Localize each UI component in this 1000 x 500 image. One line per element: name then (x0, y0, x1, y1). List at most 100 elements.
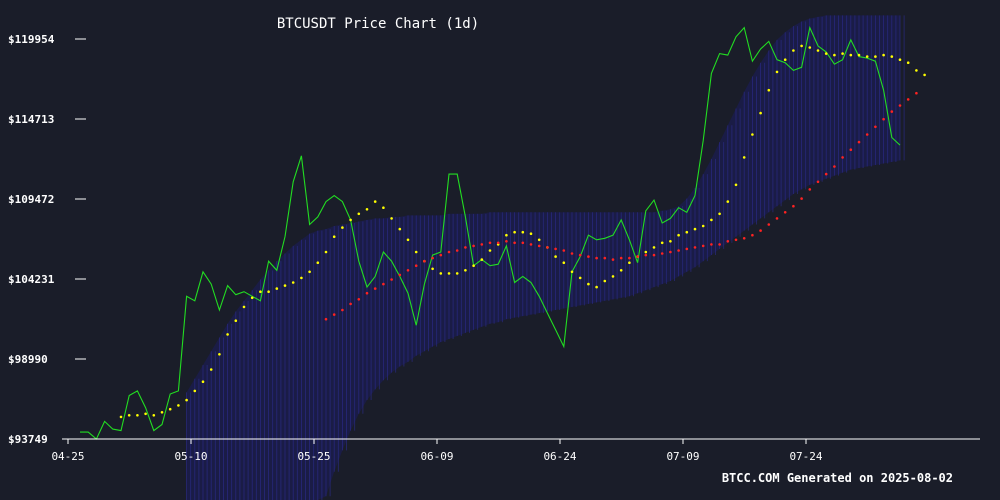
short-ma-dot (316, 261, 320, 265)
short-ma-dot (603, 279, 607, 283)
long-ma-dot (341, 308, 344, 312)
short-ma-dot (218, 353, 221, 356)
short-ma-dot (447, 272, 451, 275)
short-ma-dot (267, 290, 270, 294)
long-ma-dot (365, 291, 369, 295)
series-layer (80, 25, 926, 440)
short-ma-dot (742, 156, 746, 159)
short-ma-dot (529, 232, 533, 235)
bollinger-band (186, 15, 905, 500)
long-ma-dot (546, 246, 549, 249)
long-ma-dot (611, 258, 615, 261)
long-ma-dot (734, 238, 738, 242)
short-ma-dot (513, 230, 516, 234)
short-ma-dot (824, 52, 828, 55)
long-ma-dot (808, 188, 812, 191)
short-ma-dot (619, 269, 623, 272)
short-ma-dot (480, 258, 484, 261)
long-ma-dot (513, 241, 516, 245)
long-ma-dot (505, 240, 508, 243)
long-ma-dot (373, 287, 377, 290)
short-ma-dot (906, 61, 910, 64)
short-ma-dot (209, 368, 213, 371)
short-ma-dot (472, 264, 475, 268)
short-ma-dot (767, 88, 771, 92)
long-ma-dot (595, 256, 598, 260)
y-tick-label: $109472 (8, 193, 54, 206)
long-ma-dot (619, 256, 623, 260)
long-ma-dot (521, 241, 525, 245)
short-ma-dot (734, 183, 738, 187)
long-ma-dot (841, 156, 844, 159)
long-ma-dot (423, 259, 426, 263)
axes: $93749 $98990 $104231 $109472 $114713 $119954… (8, 33, 980, 463)
short-ma-dot (554, 255, 557, 258)
short-ma-dot (275, 287, 279, 290)
short-ma-dot (841, 52, 844, 55)
long-ma-dot (382, 282, 385, 286)
long-ma-dot (833, 165, 836, 168)
long-ma-dot (488, 241, 492, 245)
long-ma-dot (742, 237, 746, 240)
short-ma-dot (332, 235, 336, 238)
short-ma-dot (324, 250, 328, 254)
long-ma-dot (496, 241, 500, 245)
long-ma-dot (915, 91, 918, 95)
long-ma-dot (816, 180, 820, 184)
long-ma-dot (636, 255, 639, 258)
short-ma-dot (693, 227, 697, 231)
long-ma-dot (472, 244, 475, 248)
short-ma-dot (119, 415, 123, 419)
y-tick-label: $114713 (8, 113, 54, 126)
short-ma-dot (669, 240, 672, 243)
short-ma-dot (398, 227, 402, 231)
long-ma-dot (652, 253, 656, 257)
long-ma-dot (800, 197, 803, 200)
short-ma-dot (234, 319, 238, 323)
price-line (80, 25, 901, 440)
short-ma-dot (250, 296, 254, 300)
short-ma-dot (865, 55, 869, 58)
short-ma-dot (341, 226, 344, 229)
long-ma-dot (783, 211, 787, 214)
short-ma-dot (136, 414, 139, 417)
long-ma-dot (775, 217, 779, 220)
short-ma-dot (127, 414, 131, 417)
long-ma-dot (865, 133, 869, 136)
short-ma-dot (455, 272, 459, 275)
long-ma-dot (406, 269, 410, 272)
long-ma-dot (669, 250, 672, 254)
short-ma-dot (414, 250, 418, 254)
short-ma-dot (431, 267, 434, 271)
x-tick-label: 04-25 (51, 450, 84, 463)
x-tick-label: 05-25 (297, 450, 330, 463)
short-ma-dot (308, 270, 311, 274)
short-ma-dot (144, 412, 147, 416)
short-ma-dot (521, 230, 525, 234)
short-ma-dot (685, 230, 689, 234)
x-tick-label: 06-09 (420, 450, 453, 463)
x-tick-label: 05-10 (174, 450, 207, 463)
long-ma-dot (628, 256, 631, 260)
short-ma-dot (587, 282, 590, 286)
long-ma-dot (349, 302, 352, 306)
long-ma-dot (660, 252, 664, 255)
short-ma-dot (505, 233, 508, 237)
short-ma-dot (578, 276, 582, 280)
long-ma-dot (644, 253, 648, 257)
short-ma-dot (710, 218, 713, 222)
short-ma-dot (201, 380, 205, 384)
short-ma-dot (406, 238, 410, 242)
long-ma-dot (455, 249, 459, 252)
long-ma-dot (767, 223, 771, 226)
y-tick-label: $98990 (8, 353, 48, 366)
long-ma-dot (587, 255, 590, 258)
long-ma-dot (693, 246, 697, 249)
long-ma-dot (431, 256, 434, 260)
short-ma-dot (751, 133, 754, 136)
long-ma-dot (480, 243, 484, 246)
short-ma-dot (152, 414, 156, 417)
short-ma-dot (300, 276, 303, 280)
short-ma-dot (718, 212, 721, 216)
